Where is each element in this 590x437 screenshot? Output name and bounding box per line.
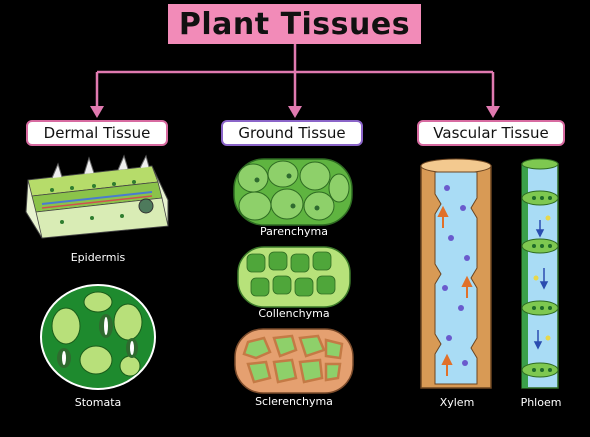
vascular-tissue-box: Vascular Tissue <box>417 120 565 146</box>
xylem-label: Xylem <box>439 396 475 409</box>
phloem-illustration <box>521 158 559 389</box>
ground-tissue-box: Ground Tissue <box>221 120 363 146</box>
sclerenchyma-label: Sclerenchyma <box>255 395 333 408</box>
collenchyma-illustration <box>237 246 351 308</box>
parenchyma-label: Parenchyma <box>260 225 328 238</box>
ground-tissue-label: Ground Tissue <box>238 124 346 142</box>
parenchyma-illustration <box>233 158 353 226</box>
epidermis-label: Epidermis <box>70 251 126 264</box>
vascular-tissue-label: Vascular Tissue <box>433 124 549 142</box>
title-banner: Plant Tissues <box>168 4 421 44</box>
stomata-illustration <box>40 284 156 390</box>
dermal-tissue-box: Dermal Tissue <box>26 120 168 146</box>
xylem-illustration <box>420 158 492 389</box>
epidermis-illustration <box>25 154 169 239</box>
stomata-label: Stomata <box>74 396 122 409</box>
collenchyma-label: Collenchyma <box>258 307 330 320</box>
phloem-label: Phloem <box>520 396 562 409</box>
sclerenchyma-illustration <box>234 328 354 394</box>
dermal-tissue-label: Dermal Tissue <box>43 124 151 142</box>
page-title: Plant Tissues <box>178 6 411 42</box>
